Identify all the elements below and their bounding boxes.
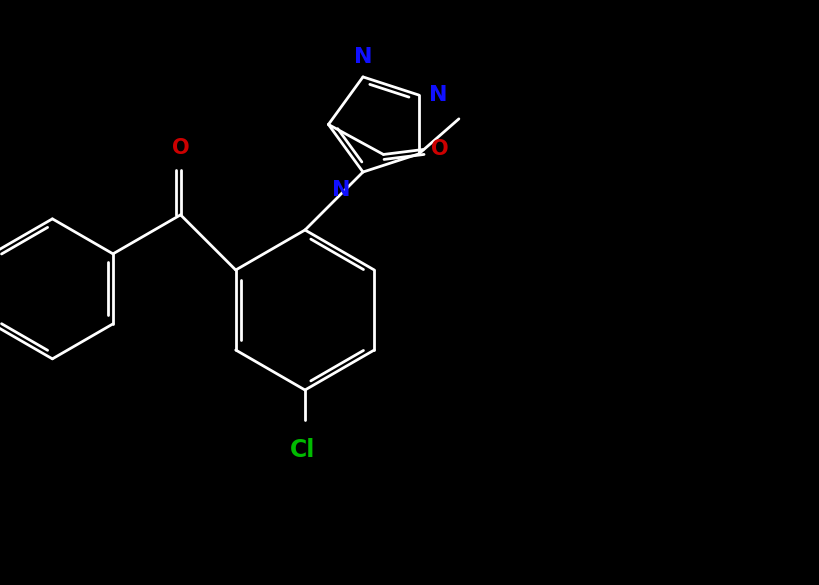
Text: N: N [332, 180, 351, 200]
Text: O: O [431, 139, 449, 160]
Text: N: N [428, 85, 447, 105]
Text: Cl: Cl [290, 438, 315, 462]
Text: N: N [353, 47, 372, 67]
Text: O: O [171, 138, 189, 158]
